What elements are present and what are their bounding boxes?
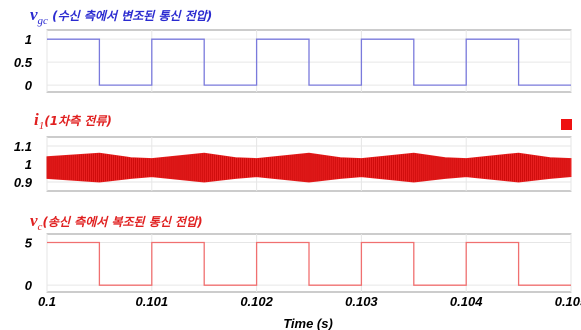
x-tick-label: 0.105 [555,294,581,309]
panel-1-plot: 10.50 [14,29,572,93]
y-tick-label: 0.5 [14,55,33,70]
panel-2-title: i1(1차측 전류) [34,110,112,132]
y-tick-label: 0 [25,78,33,93]
x-tick-label: 0.1 [38,294,56,309]
x-tick-label: 0.103 [345,294,378,309]
y-tick-label: 0 [25,278,33,293]
y-tick-label: 1 [25,32,32,47]
x-axis-label: Time (s) [283,316,333,330]
panel-1-title: vgc (수신 측에서 변조된 통신 전압) [30,5,212,27]
x-axis-ticks: 0.1 0.101 0.102 0.103 0.104 0.105 [38,294,581,309]
panel-3-plot: 50 [25,233,572,293]
panel-2-marker-square [561,119,572,130]
y-tick-label: 1 [25,157,32,172]
panel-3-title: vc(송신 측에서 복조된 통신 전압) [30,211,203,233]
waveform-line [47,38,571,86]
x-tick-label: 0.104 [450,294,483,309]
x-tick-label: 0.101 [136,294,169,309]
y-tick-label: 0.9 [14,175,33,190]
waveform-line [47,241,571,286]
x-tick-label: 0.102 [240,294,273,309]
panel-2-plot: 1.1 1 0.9 [14,136,572,192]
y-tick-label: 5 [25,236,33,251]
y-tick-label: 1.1 [14,139,32,154]
